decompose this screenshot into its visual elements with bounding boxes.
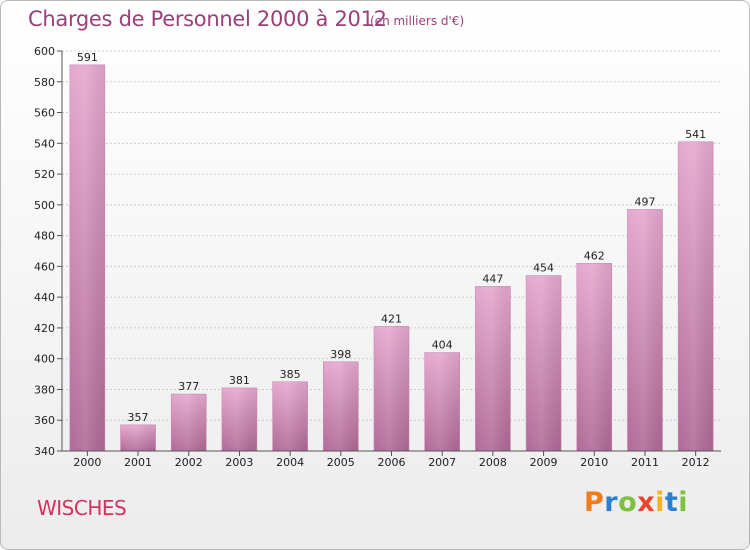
data-label-2012: 541 <box>685 128 706 141</box>
bar-shade-2010 <box>576 263 612 451</box>
data-label-2002: 377 <box>178 380 199 393</box>
y-tick-label: 480 <box>34 230 55 243</box>
x-tick-label-2005: 2005 <box>327 456 355 469</box>
logo-letter: x <box>637 487 656 518</box>
x-tick-label-2004: 2004 <box>276 456 304 469</box>
y-tick-label: 540 <box>34 137 55 150</box>
y-tick-label: 520 <box>34 168 55 181</box>
x-tick-label-2009: 2009 <box>530 456 558 469</box>
bar-shade-2004 <box>272 381 308 451</box>
chart-title: Charges de Personnel 2000 à 2012 <box>28 7 387 31</box>
x-tick-label-2001: 2001 <box>124 456 152 469</box>
data-label-2010: 462 <box>584 249 605 262</box>
data-label-2000: 591 <box>77 51 98 64</box>
bar-shade-2012 <box>678 141 714 451</box>
data-label-2006: 421 <box>381 312 402 325</box>
data-label-2007: 404 <box>432 339 453 352</box>
x-tick-label-2010: 2010 <box>580 456 608 469</box>
y-tick-label: 400 <box>34 353 55 366</box>
y-tick-label: 580 <box>34 76 55 89</box>
chart-subtitle: (en milliers d'€) <box>370 14 465 28</box>
y-tick-label: 420 <box>34 322 55 335</box>
data-label-2008: 447 <box>482 272 503 285</box>
data-label-2011: 497 <box>634 195 655 208</box>
x-tick-label-2012: 2012 <box>682 456 710 469</box>
logo-letter: r <box>604 487 619 518</box>
y-tick-label: 600 <box>34 45 55 58</box>
x-tick-label-2007: 2007 <box>428 456 456 469</box>
y-tick-label: 560 <box>34 107 55 120</box>
logo-letter: o <box>618 487 638 518</box>
bar-shade-2003 <box>221 387 257 451</box>
y-tick-label: 460 <box>34 260 55 273</box>
bar-shade-2008 <box>475 286 511 451</box>
y-tick-label: 360 <box>34 414 55 427</box>
bar-shade-2011 <box>627 209 663 451</box>
x-tick-label-2003: 2003 <box>225 456 253 469</box>
x-tick-label-2000: 2000 <box>73 456 101 469</box>
y-tick-label: 500 <box>34 199 55 212</box>
logo-letter: i <box>678 487 689 518</box>
x-tick-label-2011: 2011 <box>631 456 659 469</box>
commune-name: WISCHES <box>37 496 127 520</box>
y-tick-label: 340 <box>34 445 55 458</box>
bar-shade-2002 <box>171 394 207 451</box>
x-tick-label-2008: 2008 <box>479 456 507 469</box>
data-label-2009: 454 <box>533 262 554 275</box>
bar-shade-2001 <box>120 424 156 451</box>
bar-shade-2000 <box>69 64 105 451</box>
y-tick-label: 440 <box>34 291 55 304</box>
proxiti-logo: Proxiti <box>584 487 688 518</box>
logo-letter: i <box>655 487 665 518</box>
data-label-2004: 385 <box>280 368 301 381</box>
data-label-2001: 357 <box>128 411 149 424</box>
bar-shade-2006 <box>374 326 409 451</box>
bar-shade-2007 <box>424 352 460 451</box>
bar-shade-2005 <box>323 361 359 451</box>
logo-letter: P <box>584 487 605 518</box>
data-label-2005: 398 <box>330 348 351 361</box>
y-tick-label: 380 <box>34 383 55 396</box>
x-tick-label-2002: 2002 <box>175 456 203 469</box>
bar-shade-2009 <box>526 275 562 451</box>
logo-letter: t <box>664 487 679 518</box>
data-label-2003: 381 <box>229 374 250 387</box>
x-tick-label-2006: 2006 <box>378 456 406 469</box>
